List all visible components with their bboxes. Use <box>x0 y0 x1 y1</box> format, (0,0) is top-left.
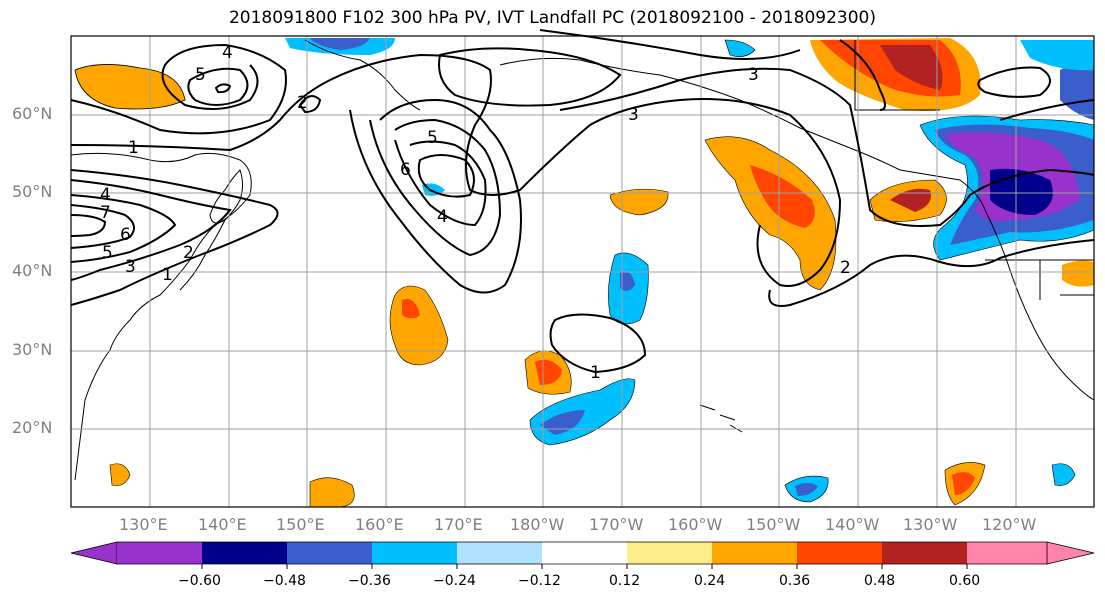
colorbar-bin <box>627 542 712 564</box>
shade-canada-north <box>1020 40 1094 71</box>
shade-south-east-inner <box>952 472 975 495</box>
colorbar-min-arrow <box>70 541 118 565</box>
contour-label-4a: 4 <box>222 43 233 63</box>
shade-north-top-inner <box>310 38 370 50</box>
lat-label-40n: 40°N <box>12 261 53 280</box>
shade-central-small <box>609 188 669 216</box>
lat-label-30n: 30°N <box>12 340 53 359</box>
contour-label-2b: 2 <box>840 258 851 278</box>
lon-label-150w: 150°W <box>746 515 801 534</box>
lon-label-120w: 120°W <box>982 515 1037 534</box>
colorbar-tick-label: 0.24 <box>694 573 726 589</box>
lon-label-130w: 130°W <box>903 515 958 534</box>
lat-label-50n: 50°N <box>12 182 53 201</box>
colorbar-tick-label: 0.60 <box>949 573 981 589</box>
shade-nw-america-inner <box>990 168 1053 215</box>
contour-label-2c: 2 <box>183 243 194 263</box>
lon-label-180w: 180°W <box>510 515 565 534</box>
colorbar-tick-label: 0.36 <box>779 573 811 589</box>
contour-label-5a: 5 <box>195 65 206 85</box>
lon-label-150e: 150°E <box>276 515 325 534</box>
shade-top-small <box>724 39 756 57</box>
contour-label-2a: 2 <box>297 93 308 113</box>
colorbar-tick-label: 0.12 <box>609 573 641 589</box>
lon-label-140w: 140°W <box>825 515 880 534</box>
shade-ne-pacific-inner <box>750 165 815 228</box>
contour-labels: 1 1 1 2 2 2 3 3 3 4 4 4 5 5 5 6 6 7 <box>100 43 851 383</box>
lat-label-60n: 60°N <box>12 104 53 123</box>
shade-far-east <box>1062 260 1094 287</box>
contour-label-3c: 3 <box>125 257 136 277</box>
shade-coast-inner <box>890 188 931 212</box>
lon-label-130e: 130°E <box>119 515 168 534</box>
colorbar-tick-label: −0.36 <box>348 573 391 589</box>
shade-nw-pacific <box>74 64 186 110</box>
lat-label-20n: 20°N <box>12 418 53 437</box>
lon-label-170e: 170°E <box>434 515 483 534</box>
lon-label-160e: 160°E <box>355 515 404 534</box>
colorbar-bin <box>797 542 882 564</box>
lon-label-140e: 140°E <box>198 515 247 534</box>
colorbar-tick-label: −0.60 <box>178 573 221 589</box>
map-title: 2018091800 F102 300 hPa PV, IVT Landfall… <box>228 8 876 28</box>
colorbar-tick-label: 0.48 <box>864 573 896 589</box>
shade-subtropic-central-inner <box>535 359 562 385</box>
contour-label-5b: 5 <box>427 128 438 148</box>
shade-central-north-inner <box>620 271 635 291</box>
contour-label-5c: 5 <box>102 243 113 263</box>
contour-label-3b: 3 <box>628 105 639 125</box>
colorbar-bin <box>882 542 967 564</box>
colorbar-tick-label: −0.24 <box>433 573 476 589</box>
colorbar-bin <box>967 542 1047 564</box>
shade-ne-pacific-outer <box>704 136 837 291</box>
contour-label-1b: 1 <box>590 363 601 383</box>
shade-south-east-blue <box>1051 463 1076 486</box>
contour-label-4c: 4 <box>437 207 448 227</box>
contour-label-1c: 1 <box>162 265 173 285</box>
positive-anomaly-shading <box>74 38 1094 508</box>
shade-subtropic-west-inner <box>402 299 420 319</box>
colorbar-max-arrow <box>1046 541 1095 565</box>
colorbar-bin <box>372 542 457 564</box>
colorbar-bin <box>542 542 627 564</box>
contour-label-3a: 3 <box>748 65 759 85</box>
gridlines <box>71 36 1094 507</box>
contour-label-6b: 6 <box>400 160 411 180</box>
colorbar-bin <box>117 542 202 564</box>
pv-contours <box>70 29 1095 374</box>
colorbar-bin <box>202 542 287 564</box>
lon-label-160w: 160°W <box>668 515 723 534</box>
colorbar-bin <box>287 542 372 564</box>
contour-label-7a: 7 <box>100 203 111 223</box>
contour-label-4b: 4 <box>100 185 111 205</box>
colorbar <box>70 541 1095 569</box>
colorbar-tick-label: −0.48 <box>263 573 306 589</box>
colorbar-tick-label: −0.12 <box>518 573 561 589</box>
map-frame <box>70 35 1095 508</box>
lon-label-170w: 170°W <box>589 515 644 534</box>
shade-south-blue-inner <box>795 483 818 496</box>
colorbar-bin <box>457 542 542 564</box>
colorbar-bin <box>712 542 797 564</box>
contour-label-6a: 6 <box>120 225 131 245</box>
shade-far-west-south <box>109 463 131 486</box>
shade-gulf-alaska-inner <box>880 45 943 90</box>
coastlines <box>70 39 1095 481</box>
contour-label-1a: 1 <box>128 138 139 158</box>
